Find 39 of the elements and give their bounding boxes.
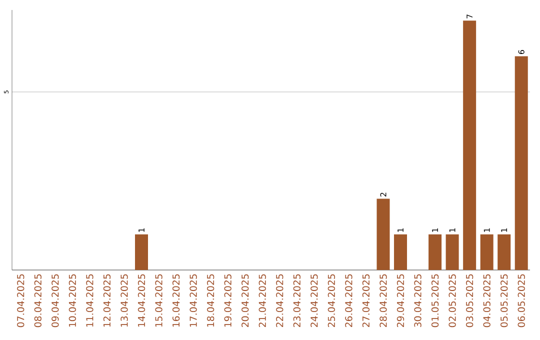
bar — [394, 234, 408, 270]
x-tick-label: 19.04.2025 — [224, 274, 232, 327]
x-tick-label: 23.04.2025 — [293, 274, 300, 328]
x-tick-label: 07.04.2025 — [17, 274, 24, 328]
x-tick-label: 06.05.2025 — [518, 274, 525, 328]
bar — [498, 234, 511, 270]
x-tick-label: 17.04.2025 — [190, 274, 197, 327]
x-tick-label: 18.04.2025 — [206, 274, 214, 327]
x-tick-label: 16.04.2025 — [172, 274, 180, 327]
x-tick-label: 21.04.2025 — [258, 274, 266, 328]
x-tick-label: 24.04.2025 — [310, 274, 318, 328]
bar — [135, 234, 148, 270]
x-tick-label: 29.04.2025 — [396, 274, 404, 328]
x-tick-label: 25.04.2025 — [328, 274, 336, 328]
x-tick-label: 04.05.2025 — [483, 274, 490, 328]
x-tick-label: 08.04.2025 — [34, 274, 42, 328]
x-tick-label: 03.05.2025 — [466, 274, 474, 328]
x-tick-label: 28.04.2025 — [380, 274, 387, 328]
x-tick-label: 02.05.2025 — [448, 274, 456, 328]
x-tick-label: 13.04.2025 — [120, 274, 128, 327]
x-tick-label: 11.04.2025 — [86, 274, 94, 327]
bar — [428, 234, 442, 270]
bar — [514, 56, 528, 270]
bar — [463, 20, 476, 270]
x-tick-label: 09.04.2025 — [52, 274, 59, 328]
bar — [480, 234, 494, 270]
x-tick-label: 12.04.2025 — [103, 274, 111, 327]
x-tick-label: 10.04.2025 — [68, 274, 76, 327]
x-tick-label: 05.05.2025 — [500, 274, 508, 328]
x-tick-label: 20.04.2025 — [242, 274, 249, 328]
x-tick-label: 26.04.2025 — [345, 274, 352, 328]
bar — [446, 234, 459, 270]
x-tick-label: 22.04.2025 — [276, 274, 284, 328]
x-tick-label: 30.04.2025 — [414, 274, 422, 327]
x-tick-label: 15.04.2025 — [155, 274, 162, 327]
x-tick-label: 01.05.2025 — [431, 274, 439, 328]
bar — [376, 198, 390, 270]
x-tick-label: 27.04.2025 — [362, 274, 370, 328]
x-tick-label: 14.04.2025 — [138, 274, 146, 327]
